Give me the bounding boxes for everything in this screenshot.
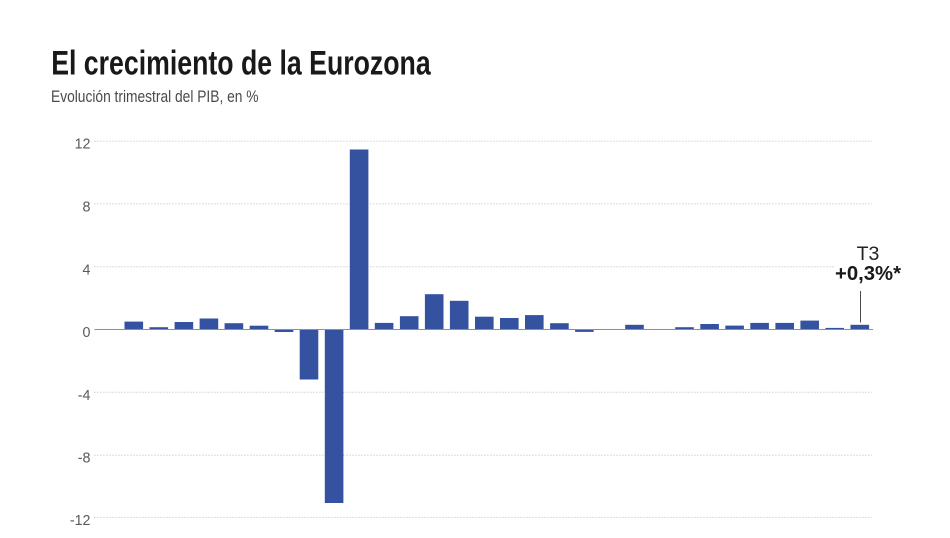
svg-text:0: 0 <box>83 325 91 341</box>
svg-text:-8: -8 <box>78 451 91 467</box>
svg-text:8: 8 <box>83 199 91 215</box>
svg-text:T3: T3 <box>857 243 880 265</box>
svg-text:Evolución trimestral del PIB,: Evolución trimestral del PIB, en % <box>51 87 259 106</box>
svg-text:El crecimiento de la Eurozona: El crecimiento de la Eurozona <box>51 45 431 83</box>
svg-text:-4: -4 <box>78 388 91 404</box>
svg-text:+0,3%*: +0,3%* <box>835 263 901 285</box>
svg-text:4: 4 <box>83 262 91 278</box>
svg-text:12: 12 <box>75 137 91 153</box>
svg-text:-12: -12 <box>70 513 91 529</box>
